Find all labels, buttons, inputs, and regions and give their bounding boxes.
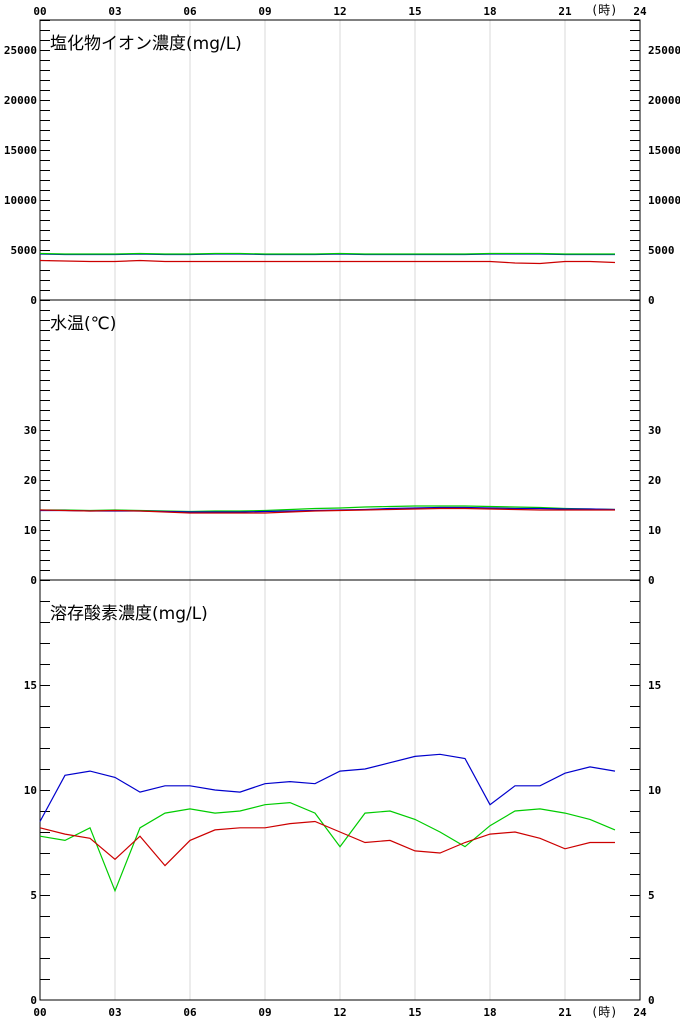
top-hour-label: 21 [558,5,572,18]
y-tick-label-right: 15 [648,679,661,692]
y-tick-label-right: 20000 [648,94,680,107]
top-hour-label: 09 [258,5,271,18]
y-tick-label-right: 10000 [648,194,680,207]
y-tick-label-right: 30 [648,424,661,437]
water-temp-panel-title: 水温(℃) [50,314,116,334]
top-hour-label: 15 [408,5,421,18]
bottom-hour-label: 18 [483,1006,496,1019]
bottom-hour-label: 12 [333,1006,346,1019]
y-tick-label-right: 15000 [648,144,680,157]
y-tick-label-left: 15000 [4,144,37,157]
y-tick-label-left: 20000 [4,94,37,107]
top-hour-label: 12 [333,5,346,18]
top-hour-label: 06 [183,5,197,18]
y-tick-label-left: 0 [30,294,37,307]
y-tick-label-right: 0 [648,294,655,307]
y-tick-label-left: 20 [24,474,37,487]
series-line [39,820,615,867]
chloride-panel-title: 塩化物イオン濃度(mg/L) [50,34,242,54]
y-tick-label-right: 5000 [648,244,675,257]
y-tick-label-right: 0 [648,994,655,1007]
y-tick-label-left: 5000 [11,244,38,257]
top-hour-label: 03 [108,5,121,18]
top-hour-label: 24 [633,5,647,18]
series-line [39,801,616,893]
top-hour-label: 00 [33,5,46,18]
y-tick-label-right: 5 [648,889,655,902]
y-tick-label-left: 5 [30,889,37,902]
bottom-hour-label: 03 [108,1006,121,1019]
y-tick-label-left: 0 [30,994,37,1007]
bottom-hour-label: 06 [183,1006,197,1019]
y-tick-label-left: 0 [30,574,37,587]
y-tick-label-left: 10 [24,524,37,537]
series-line [39,753,616,822]
series-line [39,507,615,514]
y-tick-label-right: 20 [648,474,661,487]
y-tick-label-left: 10 [24,784,37,797]
series-layer [39,252,616,893]
y-tick-label-right: 25000 [648,44,680,57]
y-tick-label-left: 15 [24,679,37,692]
dissolved-oxygen-panel-title: 溶存酸素濃度(mg/L) [50,604,208,624]
frame-layer [39,19,641,1001]
series-line [39,252,615,255]
y-tick-label-left: 30 [24,424,37,437]
series-line [39,259,616,265]
y-tick-label-right: 0 [648,574,655,587]
y-tick-label-left: 10000 [4,194,37,207]
bottom-hour-label: 00 [33,1006,46,1019]
bottom-hour-label: 09 [258,1006,271,1019]
y-tick-label-left: 25000 [4,44,37,57]
top-hour-unit-label: (時) [591,3,617,17]
y-tick-label-right: 10 [648,784,661,797]
top-hour-label: 18 [483,5,496,18]
bottom-hour-label: 21 [558,1006,572,1019]
bottom-hour-unit-label: (時) [591,1005,617,1019]
bottom-hour-label: 24 [633,1006,647,1019]
bottom-hour-label: 15 [408,1006,421,1019]
y-tick-label-right: 10 [648,524,661,537]
grid-layer [114,20,566,1000]
